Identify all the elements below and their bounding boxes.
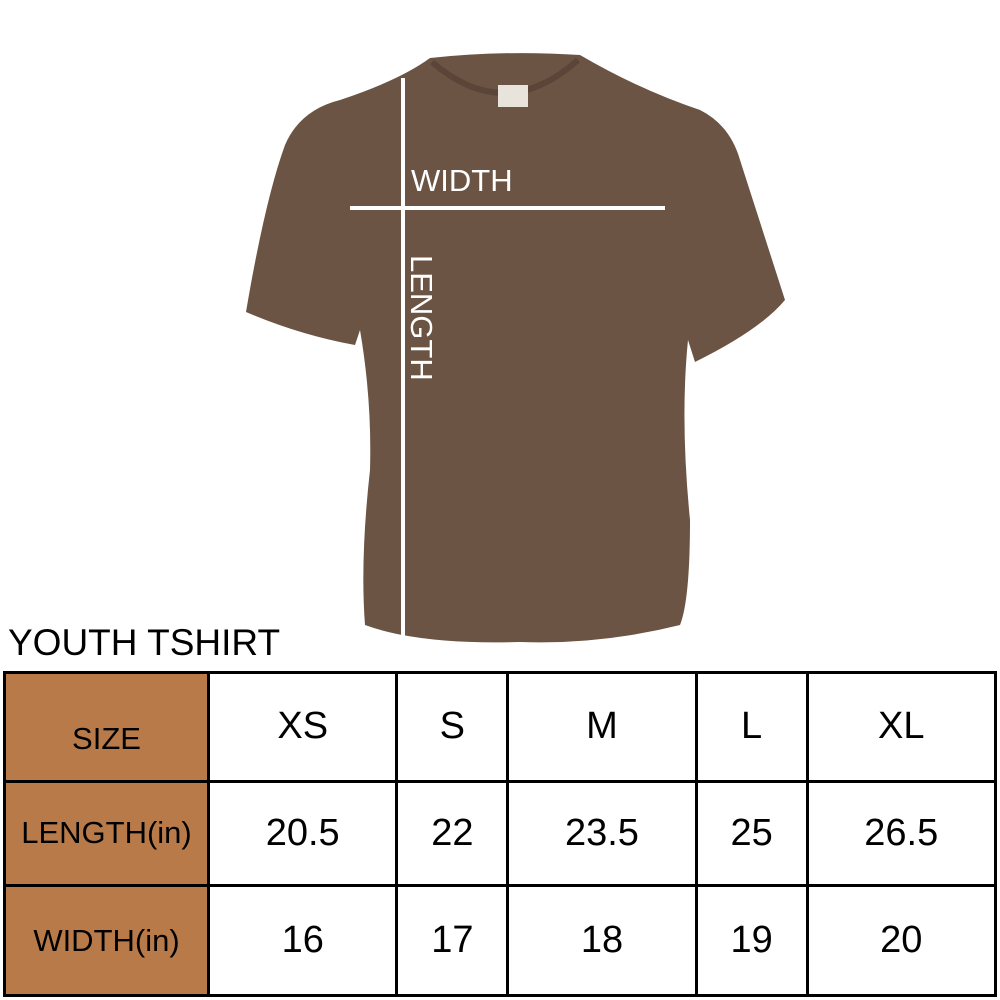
header-size: SIZE: [3, 671, 210, 783]
table-cell: 20: [805, 884, 998, 997]
table-row: WIDTH(in) 16 17 18 19 20: [3, 884, 998, 997]
table-cell: 22: [395, 779, 510, 888]
header-cell: M: [506, 671, 698, 783]
table-cell: 16: [206, 884, 399, 997]
table-cell: 25: [694, 779, 809, 888]
size-table: SIZE XS S M L XL LENGTH(in) 20.5 22 23.5…: [3, 671, 998, 997]
header-size-label: SIZE: [72, 720, 141, 756]
width-label: WIDTH: [411, 163, 513, 198]
tshirt-body: [246, 53, 785, 643]
header-cell: XS: [206, 671, 399, 783]
table-header-row: SIZE XS S M L XL: [3, 671, 998, 783]
table-cell: 20.5: [206, 779, 399, 888]
table-cell: 26.5: [805, 779, 998, 888]
row-label-length: LENGTH(in): [3, 779, 210, 888]
table-row: LENGTH(in) 20.5 22 23.5 25 26.5: [3, 779, 998, 888]
row-label-width: WIDTH(in): [3, 884, 210, 997]
table-cell: 17: [395, 884, 510, 997]
header-cell: L: [694, 671, 809, 783]
table-title: YOUTH TSHIRT: [8, 622, 281, 663]
length-label: LENGTH: [404, 255, 439, 381]
header-cell: XL: [805, 671, 998, 783]
tshirt-tag: [498, 85, 528, 107]
header-cell: S: [395, 671, 510, 783]
table-cell: 18: [506, 884, 698, 997]
table-cell: 23.5: [506, 779, 698, 888]
tshirt-image: [246, 53, 785, 643]
table-cell: 19: [694, 884, 809, 997]
